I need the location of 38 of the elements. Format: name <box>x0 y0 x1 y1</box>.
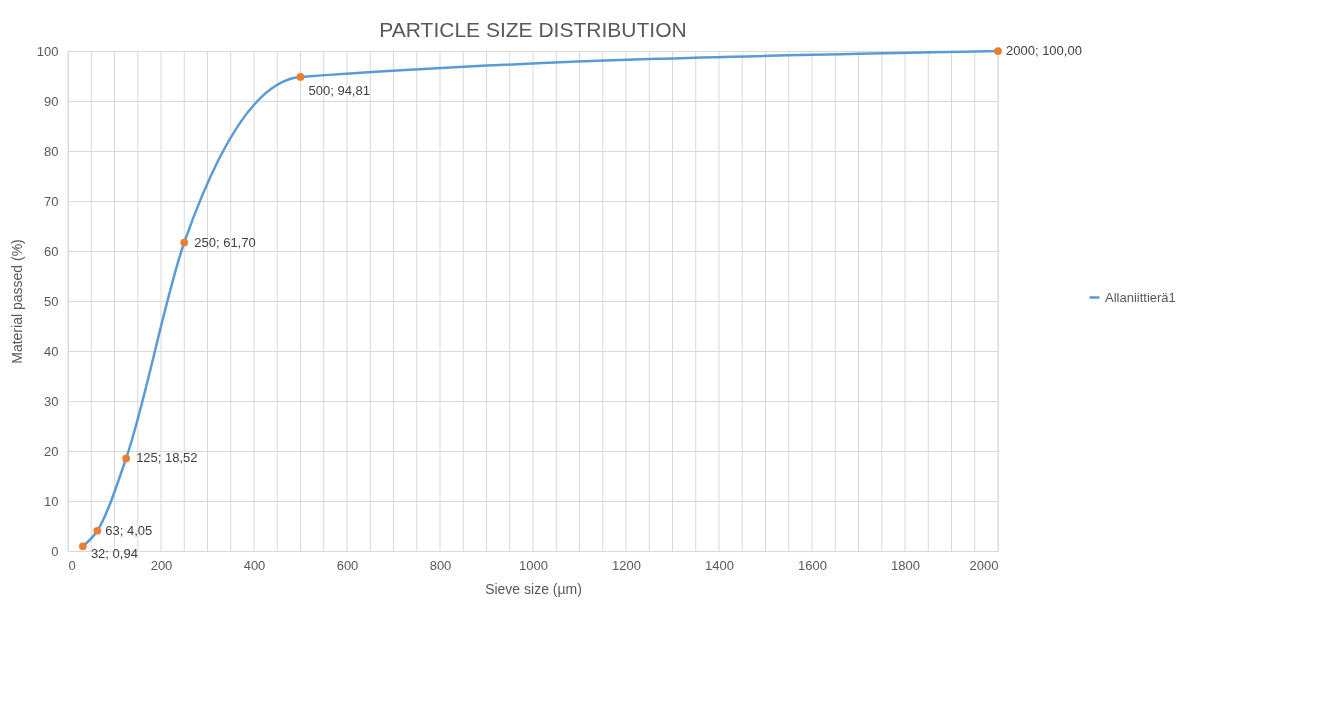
data-label: 125; 18,52 <box>136 450 198 466</box>
chart-title: PARTICLE SIZE DISTRIBUTION <box>379 18 687 41</box>
y-tick-label: 20 <box>44 443 59 459</box>
x-tick-label: 1400 <box>705 557 734 573</box>
point <box>994 47 1002 55</box>
x-tick-label: 600 <box>336 557 359 573</box>
x-axis-title: Sieve size (µm) <box>485 580 582 597</box>
x-tick-label: 200 <box>150 557 173 573</box>
data-label: 250; 61,70 <box>194 234 256 250</box>
x-tick-label: 800 <box>429 557 452 573</box>
data-label: 2000; 100,00 <box>1006 43 1082 58</box>
y-tick-label: 10 <box>44 493 59 509</box>
point <box>79 542 87 551</box>
y-tick-label: 60 <box>44 243 59 259</box>
data-label: 63; 4,05 <box>105 522 153 538</box>
y-tick-label: 100 <box>36 43 59 59</box>
point <box>122 454 130 463</box>
x-tick-label: 0 <box>68 557 76 573</box>
y-tick-label: 0 <box>51 543 59 559</box>
y-tick-label: 50 <box>44 293 59 309</box>
x-tick-label: 1000 <box>519 557 548 573</box>
y-tick-label: 80 <box>44 143 59 159</box>
x-tick-label: 1800 <box>891 557 920 573</box>
y-tick-label: 40 <box>44 343 59 359</box>
legend-label: Allaniittierä1 <box>1105 289 1176 305</box>
data-label: 500; 94,81 <box>308 82 370 98</box>
x-tick-label: 1600 <box>798 557 827 573</box>
x-tick-label: 2000 <box>969 557 999 573</box>
y-axis-title: Material passed (%) <box>8 239 25 364</box>
point <box>93 526 102 535</box>
y-tick-label: 30 <box>44 393 59 409</box>
y-tick-label: 90 <box>44 93 59 109</box>
x-tick-label: 400 <box>243 557 266 573</box>
data-label: 32; 0,94 <box>90 546 138 562</box>
x-tick-label: 1200 <box>612 557 641 573</box>
point <box>296 73 305 81</box>
y-tick-label: 70 <box>44 193 59 209</box>
point <box>180 238 189 247</box>
